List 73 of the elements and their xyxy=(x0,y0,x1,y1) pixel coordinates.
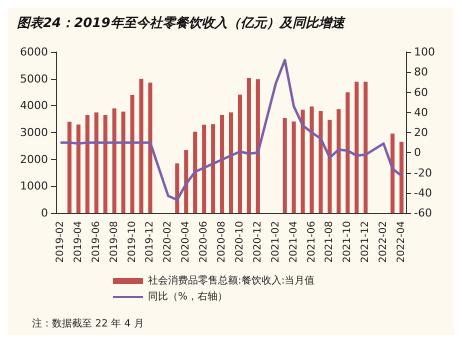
y-tick-label: 5000 xyxy=(20,72,48,86)
x-tick-label: 2021-12 xyxy=(360,221,372,263)
bar xyxy=(346,92,350,213)
x-tick-label: 2020-06 xyxy=(198,221,210,263)
y-tick-label: 2000 xyxy=(20,152,48,166)
bar xyxy=(148,82,152,213)
x-tick-label: 2020-08 xyxy=(216,221,228,263)
legend-label: 社会消费品零售总额:餐饮收入:当月值 xyxy=(148,274,315,286)
y2-tick-label: 20 xyxy=(414,126,428,139)
y-tick-label: 0 xyxy=(41,206,48,220)
y2-tick-label: 40 xyxy=(414,106,428,119)
text: 注：数据截至 22 年 4 月 xyxy=(32,318,144,330)
x-tick-label: 2021-02 xyxy=(270,221,282,263)
y-tick-label: 1000 xyxy=(20,180,48,193)
x-tick-label: 2020-04 xyxy=(180,221,192,263)
bar xyxy=(256,79,260,213)
bar xyxy=(112,108,116,213)
bar xyxy=(318,111,323,213)
x-tick-label: 2021-10 xyxy=(342,221,354,263)
x-tick-label: 2021-04 xyxy=(288,221,300,263)
bar xyxy=(292,122,296,213)
x-tick-label: 2021-06 xyxy=(306,221,318,263)
x-tick-label: 2019-06 xyxy=(90,221,102,263)
chart-title: 图表24：2019年至今社零餐饮收入（亿元）及同比增速 xyxy=(17,15,346,31)
bar xyxy=(354,82,359,213)
bar xyxy=(399,142,404,213)
x-tick-label: 2019-04 xyxy=(72,221,84,263)
x-tick-label: 2020-02 xyxy=(162,221,174,263)
bar xyxy=(328,120,332,213)
bar xyxy=(300,110,305,213)
bar xyxy=(67,122,72,213)
x-tick-label: 2022-04 xyxy=(396,221,408,263)
x-tick-label: 2022-02 xyxy=(378,221,390,263)
y2-tick-label: -40 xyxy=(414,186,432,200)
x-tick-label: 2019-02 xyxy=(54,221,66,263)
bar xyxy=(193,132,198,213)
bar xyxy=(184,150,188,213)
bar xyxy=(103,115,108,213)
x-tick-label: 2019-12 xyxy=(144,221,156,263)
bar xyxy=(336,109,341,213)
bar xyxy=(246,78,251,213)
bar xyxy=(139,78,144,213)
x-tick-label: 2019-08 xyxy=(108,221,120,263)
bar xyxy=(390,134,395,213)
bar xyxy=(130,94,134,213)
bar xyxy=(282,118,287,213)
bar xyxy=(364,82,368,213)
legend-label: 同比（%，右轴） xyxy=(148,290,228,302)
y-tick-label: 6000 xyxy=(20,46,48,58)
x-tick-label: 2020-10 xyxy=(234,221,246,263)
bar xyxy=(202,124,206,213)
bar xyxy=(76,124,80,213)
y2-tick-label: 80 xyxy=(414,66,428,79)
x-tick-label: 2020-12 xyxy=(252,221,264,263)
bar xyxy=(121,112,126,213)
y2-tick-label: 100 xyxy=(414,46,435,58)
bar xyxy=(175,163,180,213)
bar xyxy=(310,106,314,213)
bar xyxy=(94,112,98,213)
x-tick-label: 2019-10 xyxy=(126,221,138,263)
y2-tick-label: -20 xyxy=(414,166,432,180)
x-tick-label: 2021-08 xyxy=(324,221,336,263)
bar xyxy=(85,115,90,213)
y-tick-label: 4000 xyxy=(20,99,48,112)
y2-tick-label: -60 xyxy=(414,206,432,220)
y2-tick-label: 0 xyxy=(414,146,421,160)
bar xyxy=(220,115,224,213)
bar xyxy=(228,112,234,213)
y2-tick-label: 60 xyxy=(414,86,428,99)
line-series xyxy=(59,58,403,202)
y-tick-label: 3000 xyxy=(20,126,48,139)
bar xyxy=(238,94,242,213)
bar xyxy=(211,124,216,213)
